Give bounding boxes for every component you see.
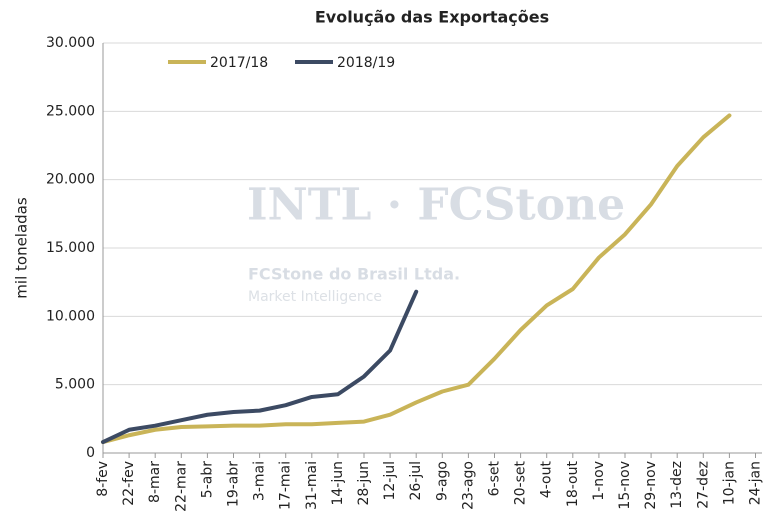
x-tick-label: 8-fev xyxy=(95,461,111,497)
x-tick-label: 1-nov xyxy=(591,461,607,501)
x-tick-label: 22-mar xyxy=(173,461,189,512)
x-tick-label: 15-nov xyxy=(617,461,633,510)
x-tick-label: 31-mai xyxy=(304,461,320,510)
x-tick-label: 23-ago xyxy=(460,461,476,510)
x-tick-label: 4-out xyxy=(539,460,555,498)
x-tick-label: 10-jan xyxy=(721,461,737,505)
x-tick-label: 29-nov xyxy=(643,461,659,510)
x-tick-label: 5-abr xyxy=(199,461,215,498)
legend-label: 2017/18 xyxy=(210,55,268,71)
watermark: Market Intelligence xyxy=(248,289,382,305)
chart-title: Evolução das Exportações xyxy=(315,8,549,27)
x-tick-label: 13-dez xyxy=(669,461,685,509)
x-tick-label: 9-ago xyxy=(434,461,450,501)
x-tick-label: 12-jul xyxy=(382,461,398,501)
series-line xyxy=(101,289,419,445)
x-tick-label: 18-out xyxy=(565,460,581,507)
x-tick-label: 22-fev xyxy=(121,461,137,506)
x-tick-label: 6-set xyxy=(487,460,503,496)
x-tick-label: 27-dez xyxy=(695,461,711,509)
watermark: FCStone do Brasil Ltda. xyxy=(248,265,460,284)
x-tick-label: 26-jul xyxy=(408,461,424,501)
x-tick-label: 8-mar xyxy=(147,461,163,503)
x-tick-label: 14-jun xyxy=(330,461,346,506)
x-tick-label: 20-set xyxy=(513,460,529,505)
y-axis-label: mil toneladas xyxy=(13,197,31,299)
series-line xyxy=(101,113,732,445)
y-tick-label: 20.000 xyxy=(46,172,95,188)
x-tick-label: 28-jun xyxy=(356,461,372,506)
y-tick-label: 30.000 xyxy=(46,35,95,51)
y-tick-label: 25.000 xyxy=(46,103,95,119)
legend-label: 2018/19 xyxy=(337,55,395,71)
x-tick-label: 17-mai xyxy=(278,461,294,510)
y-tick-label: 5.000 xyxy=(55,377,95,393)
y-tick-label: 0 xyxy=(86,445,95,461)
x-tick-label: 3-mai xyxy=(252,461,268,501)
x-tick-label: 24-jan xyxy=(748,461,764,505)
x-tick-label: 19-abr xyxy=(226,461,242,507)
y-tick-label: 15.000 xyxy=(46,240,95,256)
watermark: INTL · FCStone xyxy=(247,180,625,231)
y-tick-label: 10.000 xyxy=(46,308,95,324)
